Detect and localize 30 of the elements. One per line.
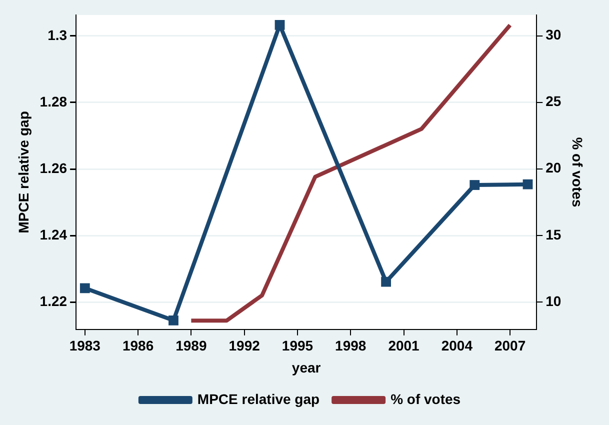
y-tick-label: 1.26 [40, 160, 68, 176]
point [168, 315, 178, 326]
x-tick-label: 1995 [282, 338, 314, 354]
legend-label: % of votes [390, 390, 461, 407]
y-axis-title: MPCE relative gap [15, 111, 32, 234]
point [381, 276, 392, 287]
y-tick-label: 1.24 [40, 226, 68, 242]
y2-tick-label: 25 [546, 93, 562, 110]
y2-tick-label: 15 [546, 226, 562, 242]
x-tick-label: 2001 [388, 338, 420, 354]
y2-tick-label: 20 [546, 160, 562, 176]
y-tick-label: 1.28 [40, 93, 68, 110]
legend-label: MPCE relative gap [197, 390, 320, 407]
y-tick-label: 1.22 [40, 292, 68, 309]
x-tick-label: 2007 [494, 338, 526, 354]
x-tick-label: 1989 [176, 338, 207, 354]
point [80, 283, 90, 294]
y-tick-label: 1.3 [48, 26, 68, 43]
x-tick-label: 2004 [441, 338, 473, 354]
x-tick-label: 1983 [69, 338, 101, 354]
point [274, 20, 285, 30]
y2-tick-label: 30 [546, 26, 562, 43]
x-tick-label: 1992 [228, 338, 260, 354]
x-tick-label: 1986 [122, 338, 154, 354]
point [522, 179, 533, 190]
x-axis-title: year [292, 359, 322, 376]
point [470, 180, 480, 190]
x-tick-label: 1998 [335, 338, 366, 354]
y2-tick-label: 10 [546, 292, 562, 309]
y2-axis-title: % of votes [570, 137, 586, 208]
